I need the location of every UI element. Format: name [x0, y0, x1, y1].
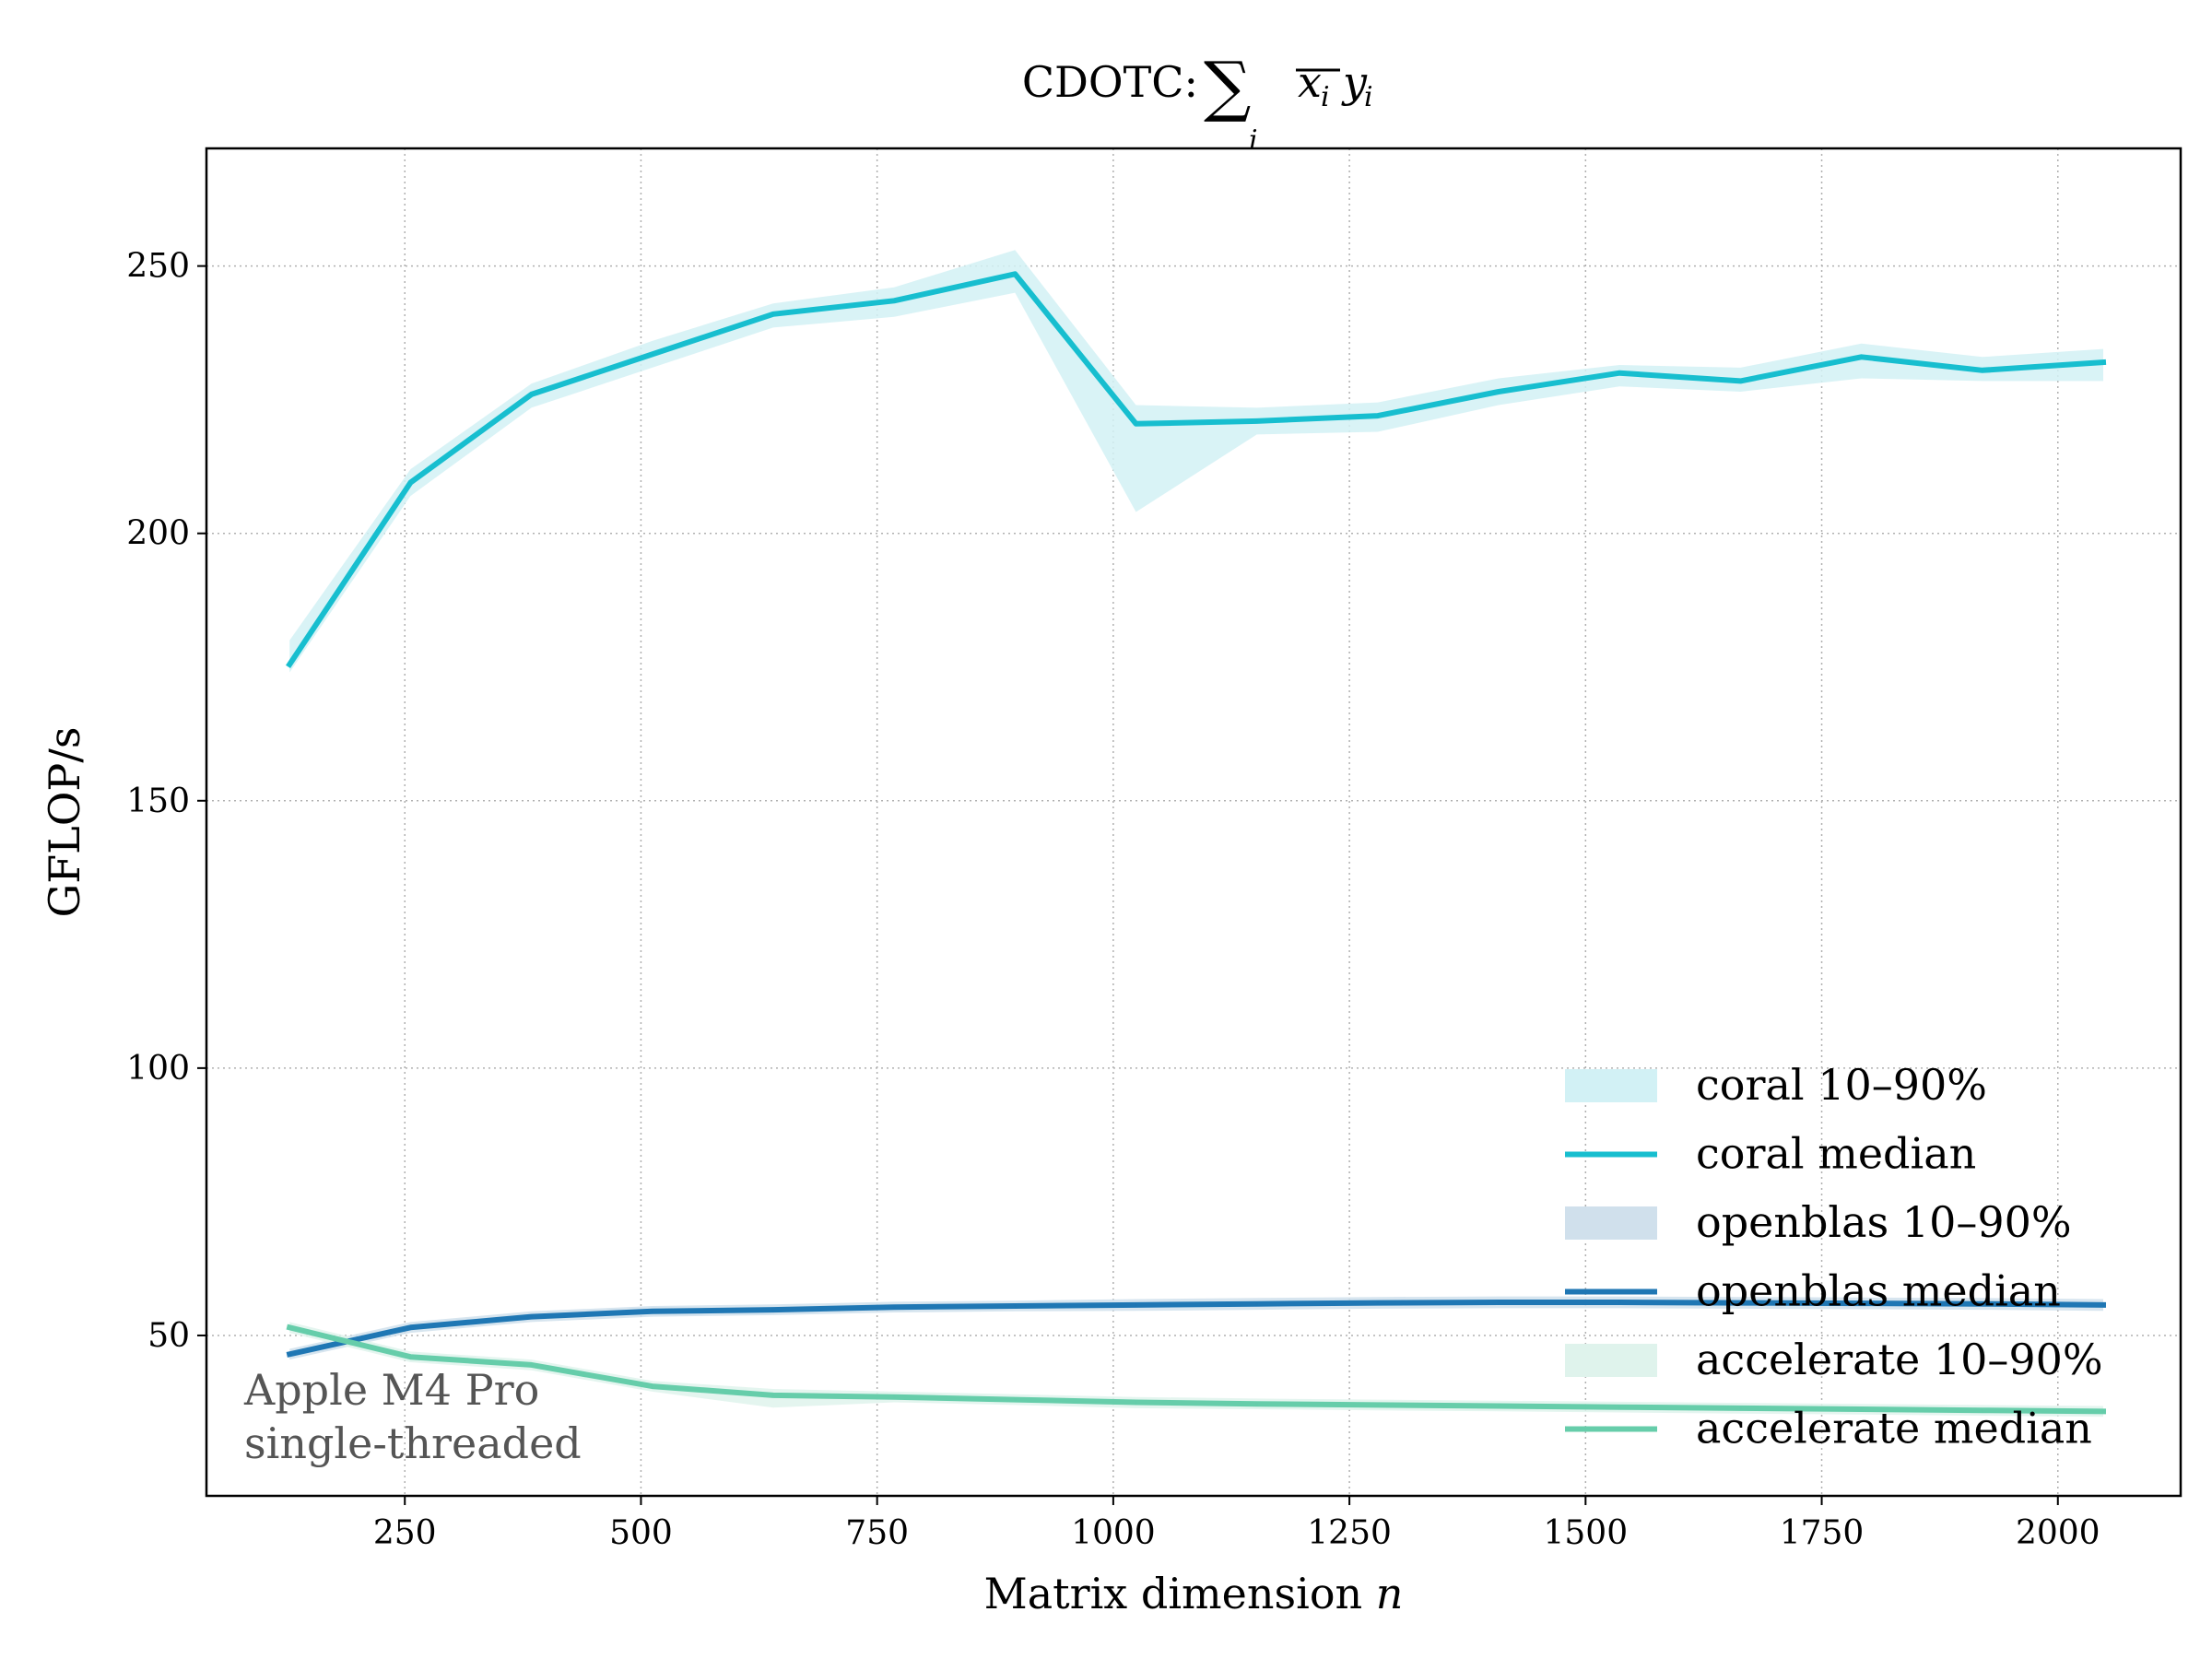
annotation-line-2: single-threaded: [244, 1418, 582, 1468]
x-tick-label: 500: [609, 1514, 673, 1552]
legend-swatch-coral-band: [1565, 1069, 1657, 1102]
accelerate-median-point: [2101, 1410, 2104, 1413]
chart-title: CDOTC: ∑ i x i y i: [1022, 47, 1373, 157]
openblas-median-point: [893, 1306, 896, 1309]
title-var-sub: i: [1364, 81, 1373, 113]
legend: coral 10–90% coral median openblas 10–90% o…: [1565, 1060, 2103, 1453]
accelerate-median-point: [771, 1394, 774, 1396]
openblas-median-point: [409, 1326, 412, 1329]
coral-median-point: [530, 393, 533, 395]
x-tick-label: 1250: [1307, 1514, 1392, 1552]
x-tick-label: 2000: [2016, 1514, 2100, 1552]
coral-median-point: [1376, 415, 1379, 418]
openblas-median-point: [1376, 1301, 1379, 1304]
y-tick-label: 50: [147, 1317, 190, 1355]
openblas-median-point: [1498, 1300, 1500, 1303]
x-tick-label: 250: [373, 1514, 437, 1552]
accelerate-median-point: [409, 1356, 412, 1359]
accelerate-median-line: [286, 1324, 2107, 1415]
x-tick-label: 1750: [1780, 1514, 1865, 1552]
plot-frame: [205, 147, 2183, 1498]
legend-label: openblas 10–90%: [1696, 1197, 2072, 1247]
x-tick-label: 1000: [1071, 1514, 1156, 1552]
coral-median-point: [1135, 422, 1137, 425]
annotation-line-1: Apple M4 Pro: [243, 1365, 539, 1415]
y-tick-label: 150: [126, 782, 190, 820]
x-tick-label: 750: [845, 1514, 909, 1552]
accelerate-median-point: [1618, 1406, 1621, 1408]
accelerate-median-point: [1135, 1401, 1137, 1404]
grid: [206, 148, 2181, 1496]
accelerate-median-point: [651, 1385, 653, 1388]
openblas-median-point: [1135, 1303, 1137, 1306]
accelerate-median-point: [1498, 1405, 1500, 1407]
coral-median-point: [1014, 273, 1017, 276]
accelerate-median-point: [1014, 1398, 1017, 1401]
legend-label: accelerate 10–90%: [1696, 1335, 2103, 1384]
title-bar-sub: i: [1321, 81, 1330, 113]
x-axis-label: Matrix dimension n: [984, 1569, 1404, 1618]
title-var: y: [1341, 57, 1368, 107]
accelerate-median-point: [893, 1395, 896, 1398]
coral-median-point: [288, 663, 291, 665]
legend-label: accelerate median: [1696, 1404, 2092, 1453]
legend-label: openblas median: [1696, 1266, 2061, 1316]
openblas-median-line: [286, 1300, 2107, 1358]
coral-median-line: [286, 271, 2107, 669]
openblas-median-point: [1014, 1305, 1017, 1308]
y-tick-label: 100: [126, 1050, 190, 1088]
y-tick-label: 250: [126, 248, 190, 286]
openblas-median-point: [288, 1353, 291, 1356]
legend-swatch-accelerate-band: [1565, 1344, 1657, 1377]
coral-median-point: [1860, 356, 1863, 359]
coral-median-point: [893, 300, 896, 302]
coral-median-point: [1498, 390, 1500, 393]
accelerate-median-point: [1255, 1403, 1258, 1406]
ticks: 250 500 750 1000 1250 1500 1750 2000 50 100 150 200…: [126, 248, 2100, 1552]
coral-median-point: [1618, 371, 1621, 374]
openblas-median-point: [2101, 1303, 2104, 1306]
coral-median-point: [1981, 369, 1983, 371]
chart-title-text: CDOTC:: [1022, 57, 1198, 107]
title-sum-index: i: [1249, 124, 1258, 157]
coral-median-point: [409, 481, 412, 484]
y-tick-label: 200: [126, 515, 190, 553]
x-tick-label: 1500: [1544, 1514, 1629, 1552]
coral-median-point: [771, 312, 774, 315]
coral-median-point: [1739, 380, 1742, 382]
openblas-median-point: [530, 1315, 533, 1318]
accelerate-median-point: [1376, 1404, 1379, 1406]
openblas-median-point: [1618, 1300, 1621, 1303]
title-bar-var: x: [1298, 57, 1322, 107]
annotation: Apple M4 Pro single-threaded: [243, 1365, 582, 1468]
title-sum-symbol: ∑: [1204, 47, 1251, 124]
legend-label: coral 10–90%: [1696, 1060, 1987, 1110]
accelerate-median-point: [288, 1326, 291, 1329]
legend-swatch-openblas-band: [1565, 1206, 1657, 1240]
coral-median-point: [1255, 419, 1258, 422]
legend-label: coral median: [1696, 1129, 1976, 1179]
openblas-median-point: [1255, 1302, 1258, 1305]
x-axis-label-var: n: [1376, 1569, 1404, 1618]
x-axis-label-text: Matrix dimension: [984, 1569, 1376, 1618]
median-lines: [286, 271, 2107, 1415]
coral-median-point: [651, 353, 653, 356]
openblas-median-point: [651, 1310, 653, 1312]
openblas-median-point: [771, 1309, 774, 1312]
coral-median-point: [2101, 361, 2104, 364]
y-axis-label: GFLOP/s: [40, 727, 89, 918]
coral-band: [289, 250, 2104, 673]
